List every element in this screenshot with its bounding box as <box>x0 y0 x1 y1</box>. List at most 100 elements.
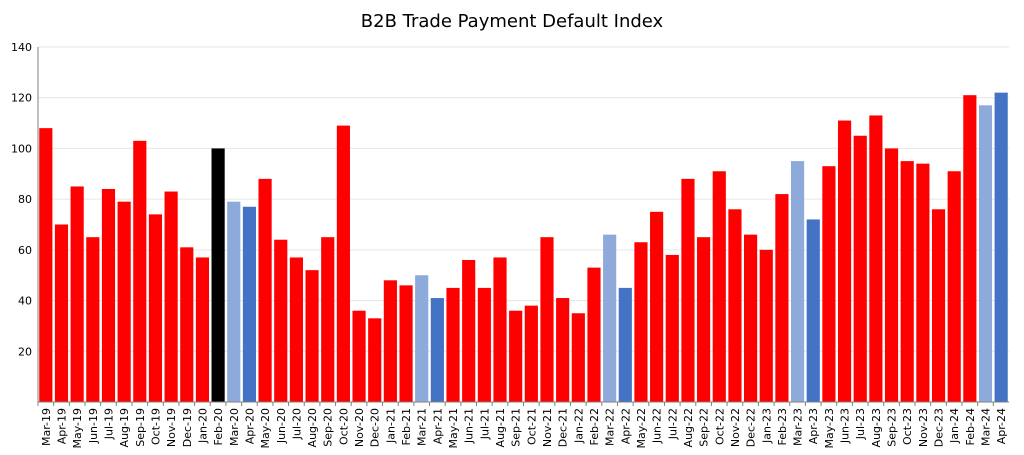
bar-feb-23 <box>775 194 789 402</box>
x-tick-label: Jan-22 <box>572 408 585 444</box>
bar-jun-21 <box>462 260 476 402</box>
x-tick-label: Apr-22 <box>619 408 632 444</box>
x-tick-label: May-20 <box>259 408 272 449</box>
bar-aug-20 <box>305 270 319 402</box>
x-tick-label: Jan-21 <box>384 408 397 444</box>
x-tick-label: Nov-21 <box>541 408 554 447</box>
x-axis-ticks: Mar-19 Apr-19 May-19 Jun-19 Jul-19 Aug-19 Sep-… <box>37 402 1008 449</box>
bar-jul-23 <box>853 135 867 402</box>
bar-jan-24 <box>947 171 961 402</box>
x-tick-label: Nov-19 <box>165 408 178 447</box>
bar-oct-21 <box>524 305 538 402</box>
bar-dec-19 <box>180 247 194 402</box>
bar-oct-20 <box>336 125 350 403</box>
bar-sep-20 <box>321 237 335 402</box>
bar-jun-22 <box>650 211 664 402</box>
bar-nov-23 <box>916 163 930 402</box>
x-tick-label: Jul-23 <box>854 408 867 440</box>
bar-jul-20 <box>289 257 303 402</box>
bar-may-22 <box>634 242 648 402</box>
x-tick-label: Aug-21 <box>494 408 507 447</box>
y-tick-label: 120 <box>11 92 32 105</box>
bar-feb-24 <box>963 95 977 403</box>
x-tick-label: Sep-23 <box>886 408 899 447</box>
x-tick-label: Sep-22 <box>698 408 711 447</box>
bar-nov-20 <box>352 310 366 402</box>
x-tick-label: Apr-19 <box>55 408 68 444</box>
x-tick-label: Dec-22 <box>745 408 758 447</box>
x-tick-label: Nov-20 <box>353 408 366 447</box>
y-tick-label: 40 <box>18 295 32 308</box>
x-tick-label: Mar-20 <box>228 408 241 446</box>
bar-apr-21 <box>430 298 444 402</box>
bar-jul-19 <box>101 189 116 402</box>
y-tick-label: 100 <box>11 142 32 155</box>
bar-apr-19 <box>54 224 69 402</box>
bar-apr-20 <box>242 206 257 402</box>
y-tick-label: 60 <box>18 244 32 257</box>
bar-jan-22 <box>571 313 585 402</box>
bar-nov-19 <box>164 191 178 402</box>
bar-dec-20 <box>368 318 382 402</box>
x-tick-label: Mar-19 <box>40 408 53 446</box>
bar-aug-19 <box>117 201 131 402</box>
bar-may-21 <box>446 287 460 402</box>
x-tick-label: Sep-19 <box>134 408 147 447</box>
bar-may-20 <box>258 178 272 402</box>
x-tick-label: Oct-22 <box>713 408 726 445</box>
x-tick-label: Jun-23 <box>839 408 852 444</box>
bar-may-19 <box>70 186 84 402</box>
x-tick-label: Feb-24 <box>964 408 977 445</box>
x-tick-label: Feb-21 <box>400 408 413 445</box>
bar-jan-21 <box>383 280 397 402</box>
x-tick-label: May-19 <box>71 408 84 449</box>
x-tick-label: Mar-24 <box>980 408 993 446</box>
bar-mar-21 <box>415 275 429 402</box>
x-tick-label: Jan-23 <box>760 408 773 444</box>
bar-mar-19 <box>39 128 53 402</box>
bar-mar-23 <box>790 161 805 402</box>
x-tick-label: Feb-22 <box>588 408 601 445</box>
bar-oct-23 <box>900 161 914 402</box>
x-tick-label: Jun-19 <box>87 408 100 444</box>
x-tick-label: Nov-23 <box>917 408 930 447</box>
bar-nov-22 <box>728 209 742 402</box>
bar-jun-19 <box>86 237 100 402</box>
bar-jul-21 <box>477 287 491 402</box>
x-tick-label: Apr-21 <box>431 408 444 444</box>
bar-feb-21 <box>399 285 413 402</box>
x-tick-label: Jun-20 <box>275 408 288 444</box>
x-tick-label: Aug-19 <box>118 408 131 447</box>
y-tick-label: 140 <box>11 41 32 54</box>
x-tick-label: Oct-19 <box>149 408 162 445</box>
x-tick-label: Oct-21 <box>525 408 538 445</box>
bar-dec-22 <box>744 234 758 402</box>
bar-sep-19 <box>133 140 147 402</box>
x-tick-label: Jun-21 <box>463 408 476 444</box>
bar-aug-21 <box>493 257 507 402</box>
bar-jun-20 <box>274 239 288 402</box>
bar-apr-22 <box>618 287 632 402</box>
bar-dec-21 <box>556 298 570 402</box>
bar-feb-20 <box>211 148 225 402</box>
x-tick-label: Sep-20 <box>322 408 335 447</box>
bar-sep-23 <box>884 148 899 402</box>
x-tick-label: May-22 <box>635 408 648 449</box>
bar-oct-19 <box>148 214 163 402</box>
x-tick-label: Apr-24 <box>995 408 1008 444</box>
x-tick-label: Aug-22 <box>682 408 695 447</box>
x-tick-label: Mar-23 <box>792 408 805 446</box>
x-tick-label: Jul-22 <box>666 408 679 440</box>
x-tick-label: Oct-20 <box>337 408 350 445</box>
x-tick-label: May-21 <box>447 408 460 449</box>
x-tick-label: Aug-23 <box>870 408 883 447</box>
bar-dec-23 <box>931 209 946 402</box>
y-axis-ticks: 20 40 60 80 100 120 140 <box>11 41 32 358</box>
x-tick-label: Aug-20 <box>306 408 319 447</box>
bar-may-23 <box>822 166 836 402</box>
x-tick-label: Mar-22 <box>604 408 617 446</box>
bar-nov-21 <box>540 237 554 402</box>
x-tick-label: Jul-19 <box>102 408 115 440</box>
x-tick-label: Apr-23 <box>807 408 820 444</box>
